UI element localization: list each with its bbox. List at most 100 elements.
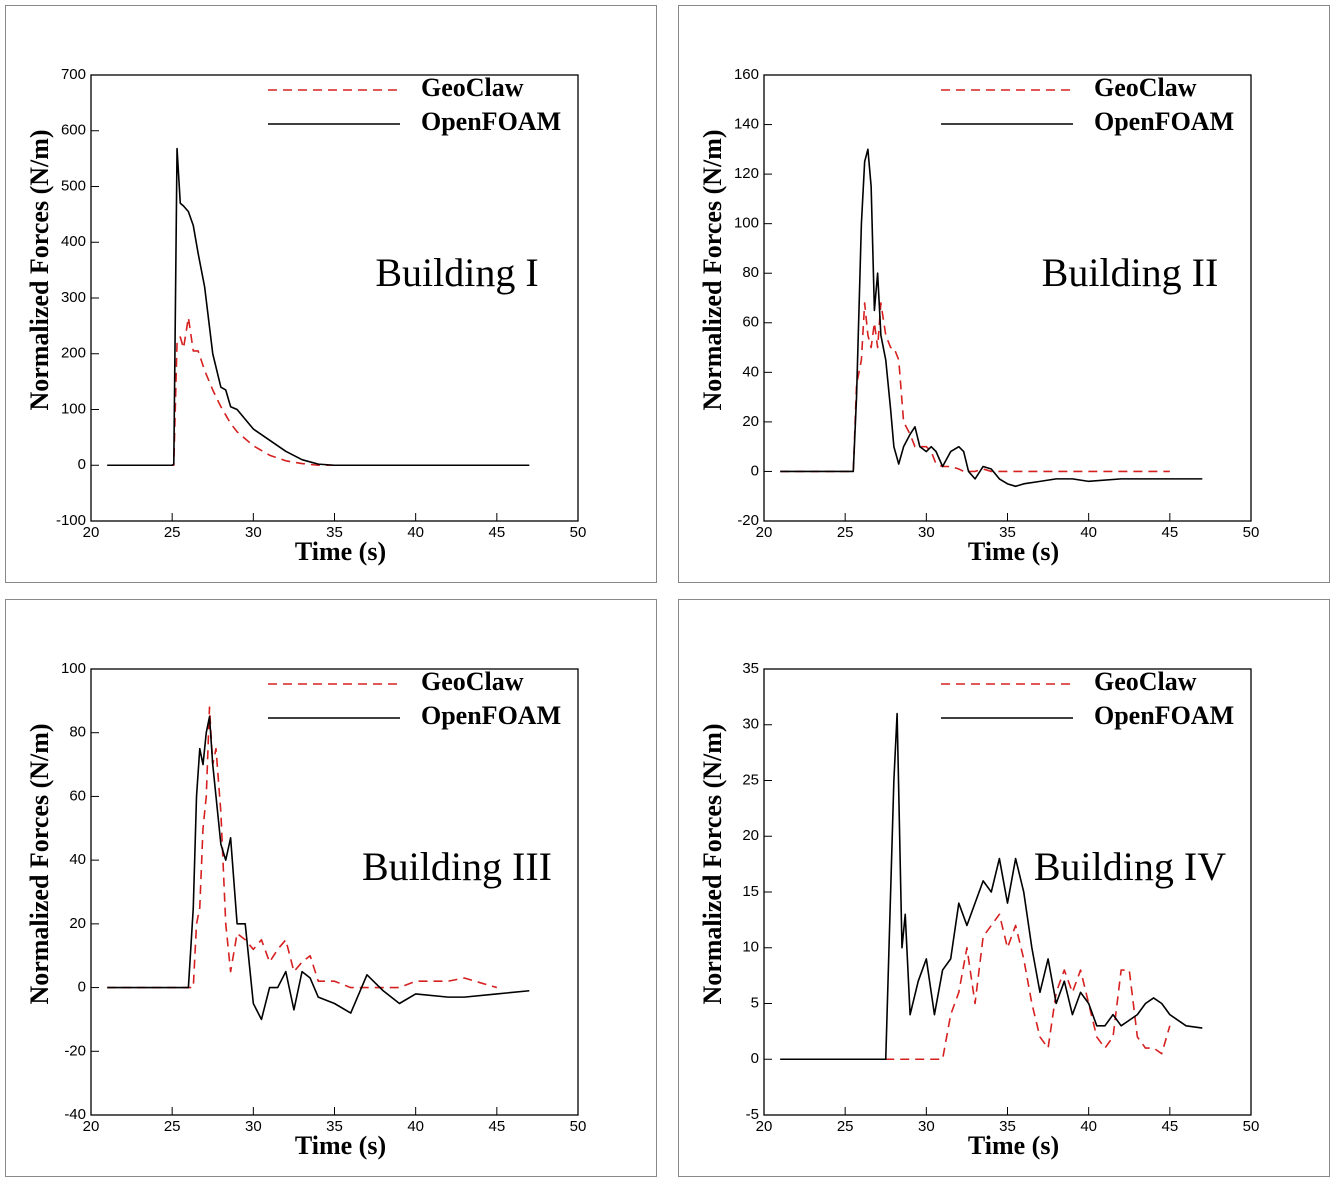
plot-frame: [90, 668, 579, 1116]
y-tick-label: 30: [742, 716, 759, 733]
plot-frame: [90, 74, 579, 522]
y-tick-label: 0: [751, 1050, 759, 1067]
annotation: Building IV: [1034, 844, 1226, 889]
panel-frame: [5, 599, 657, 1177]
x-tick-label: 45: [488, 524, 505, 541]
y-tick-label: 60: [742, 314, 759, 331]
x-tick-label: 30: [245, 1118, 262, 1135]
x-tick-label: 45: [1161, 1118, 1178, 1135]
x-axis-title: Time (s): [295, 1131, 386, 1160]
x-tick-label: 30: [918, 1118, 935, 1135]
x-tick-label: 20: [83, 1118, 100, 1135]
x-tick-label: 30: [918, 524, 935, 541]
y-tick-label: 300: [61, 289, 86, 306]
x-tick-label: 20: [756, 524, 773, 541]
x-axis-title: Time (s): [295, 537, 386, 566]
y-tick-label: 40: [69, 851, 86, 868]
y-tick-label: 0: [751, 462, 759, 479]
y-tick-label: 80: [69, 724, 86, 741]
y-axis-title: Normalized Forces (N/m): [25, 129, 54, 410]
x-tick-label: 40: [1080, 524, 1097, 541]
y-tick-label: 140: [734, 116, 759, 133]
panel: 20 25 30 35 40 45 50 -100 0 100 200 300 400 500 600 700…: [5, 5, 657, 583]
x-tick-label: 50: [570, 1118, 587, 1135]
series-line: [780, 712, 1203, 1061]
legend-label: OpenFOAM: [1094, 701, 1234, 730]
x-tick-label: 25: [164, 1118, 181, 1135]
y-tick-label: 200: [61, 345, 86, 362]
y-axis-title: Normalized Forces (N/m): [25, 723, 54, 1004]
annotation: Building I: [375, 250, 538, 295]
x-tick-label: 45: [488, 1118, 505, 1135]
series-line: [780, 302, 1170, 473]
y-tick-label: 120: [734, 165, 759, 182]
y-tick-label: 15: [742, 883, 759, 900]
legend-label: OpenFOAM: [421, 701, 561, 730]
plot-frame: [763, 74, 1252, 522]
x-tick-label: 50: [570, 524, 587, 541]
y-tick-label: 20: [69, 915, 86, 932]
legend-label: GeoClaw: [421, 667, 524, 696]
series-line: [780, 148, 1203, 488]
x-tick-label: 35: [999, 1118, 1016, 1135]
x-tick-label: 25: [837, 524, 854, 541]
series-line: [107, 706, 498, 989]
x-tick-label: 35: [999, 524, 1016, 541]
legend-label: GeoClaw: [421, 73, 524, 102]
y-tick-label: 500: [61, 177, 86, 194]
x-tick-label: 40: [1080, 1118, 1097, 1135]
x-tick-label: 50: [1243, 1118, 1260, 1135]
y-tick-label: 10: [742, 939, 759, 956]
y-tick-label: 20: [742, 827, 759, 844]
y-tick-label: 35: [742, 660, 759, 677]
y-tick-label: 20: [742, 413, 759, 430]
x-axis-title: Time (s): [968, 1131, 1059, 1160]
y-tick-label: 100: [734, 215, 759, 232]
y-tick-label: 5: [751, 994, 759, 1011]
y-tick-label: 40: [742, 363, 759, 380]
y-tick-label: 160: [734, 66, 759, 83]
x-tick-label: 20: [83, 524, 100, 541]
series-line: [780, 913, 1171, 1061]
y-tick-label: 80: [742, 264, 759, 281]
legend-label: GeoClaw: [1094, 667, 1197, 696]
plot-frame: [763, 668, 1252, 1116]
y-tick-label: 600: [61, 122, 86, 139]
y-tick-label: 60: [69, 787, 86, 804]
y-tick-label: -5: [746, 1106, 759, 1123]
x-tick-label: 25: [164, 524, 181, 541]
series-line: [107, 316, 416, 467]
panel-frame: [678, 5, 1330, 583]
y-tick-label: -20: [64, 1042, 86, 1059]
x-axis-title: Time (s): [968, 537, 1059, 566]
y-axis-title: Normalized Forces (N/m): [698, 723, 727, 1004]
x-tick-label: 50: [1243, 524, 1260, 541]
annotation: Building III: [362, 844, 552, 889]
annotation: Building II: [1042, 250, 1219, 295]
x-tick-label: 35: [326, 1118, 343, 1135]
y-tick-label: -40: [64, 1106, 86, 1123]
y-axis-title: Normalized Forces (N/m): [698, 129, 727, 410]
x-tick-label: 35: [326, 524, 343, 541]
x-tick-label: 45: [1161, 524, 1178, 541]
y-tick-label: 100: [61, 660, 86, 677]
y-tick-label: 400: [61, 233, 86, 250]
x-tick-label: 25: [837, 1118, 854, 1135]
panel: 20 25 30 35 40 45 50 -20 0 20 40 60 80 100 120 140 160 Ti…: [678, 5, 1330, 583]
panel-frame: [5, 5, 657, 583]
x-tick-label: 30: [245, 524, 262, 541]
legend-label: OpenFOAM: [1094, 107, 1234, 136]
x-tick-label: 40: [407, 524, 424, 541]
y-tick-label: 100: [61, 400, 86, 417]
y-tick-label: 25: [742, 771, 759, 788]
y-tick-label: 0: [78, 979, 86, 996]
y-tick-label: 700: [61, 66, 86, 83]
legend-label: OpenFOAM: [421, 107, 561, 136]
panel: 20 25 30 35 40 45 50 -40 -20 0 20 40 60 80 100 Time (s)…: [5, 599, 657, 1177]
y-tick-label: -100: [56, 512, 86, 529]
legend-label: GeoClaw: [1094, 73, 1197, 102]
y-tick-label: -20: [737, 512, 759, 529]
y-tick-label: 0: [78, 456, 86, 473]
